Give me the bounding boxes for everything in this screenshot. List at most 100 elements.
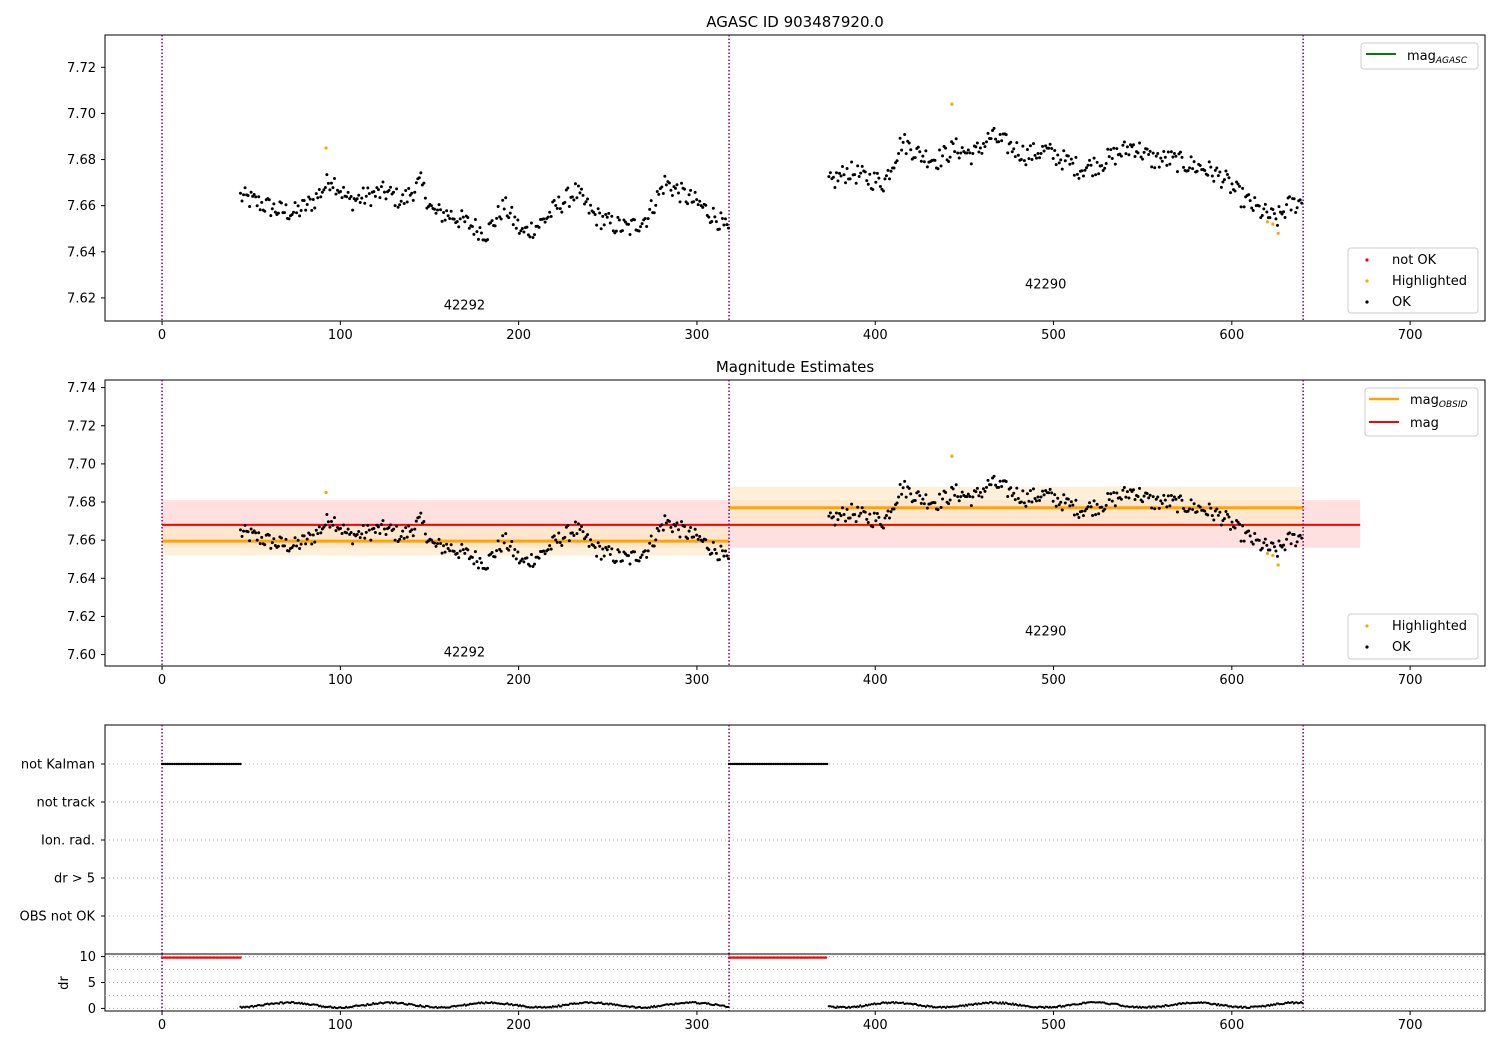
dr-point (1148, 1005, 1151, 1008)
middle-ok-point (854, 520, 858, 524)
dr-point (516, 1003, 519, 1006)
middle-ok-point (998, 479, 1002, 483)
top-ok-point (881, 189, 885, 193)
middle-ok-point (1241, 524, 1245, 528)
top-ok-point (1095, 160, 1099, 164)
middle-ok-point (1050, 491, 1054, 495)
top-ok-point (628, 232, 632, 236)
dr-point (963, 1005, 966, 1008)
top-ok-point (898, 136, 902, 140)
middle-ok-point (1162, 493, 1166, 497)
top-ok-point (1054, 163, 1058, 167)
top-ok-point (443, 218, 447, 222)
top-ok-point (1030, 158, 1034, 162)
top-ok-point (467, 226, 471, 230)
top-ok-point (332, 176, 336, 180)
middle-ok-point (1062, 493, 1066, 497)
middle-y-tick-label: 7.60 (67, 648, 96, 663)
middle-ok-point (1145, 491, 1149, 495)
top-ok-point (860, 164, 864, 168)
middle-ok-point (1219, 523, 1223, 527)
middle-ok-point (508, 544, 512, 548)
flags-flag-point (777, 762, 781, 766)
middle-ok-point (1225, 512, 1229, 516)
dr-panel: dr 0 5 10 0 100 200 300 400 500 600 700 (57, 950, 1486, 1033)
top-legend-upper: magAGASC (1360, 42, 1479, 70)
middle-ok-point (1271, 541, 1275, 545)
middle-ok-point (907, 486, 911, 490)
top-ok-point (364, 194, 368, 198)
middle-ok-point (683, 524, 687, 528)
middle-ok-point (1077, 516, 1081, 520)
middle-ok-point (257, 531, 261, 535)
middle-ok-point (595, 554, 599, 558)
middle-ok-point (1228, 527, 1232, 531)
flags-flag-point (205, 762, 208, 766)
flags-flag-point (808, 762, 811, 766)
top-ok-point (302, 199, 306, 203)
dr-saturated-point (824, 956, 828, 959)
top-ok-point (445, 209, 449, 213)
middle-ok-point (360, 532, 364, 536)
middle-ok-point (837, 512, 841, 516)
middle-ok-point (675, 521, 679, 525)
flags-flag-point (727, 762, 731, 766)
top-ok-point (657, 192, 661, 196)
top-ok-point (522, 230, 526, 234)
middle-ok-point (848, 516, 852, 520)
middle-ok-point (602, 554, 606, 558)
middle-ok-point (601, 547, 605, 551)
middle-highlighted-point (1265, 551, 1270, 556)
flags-flag-point (180, 762, 183, 766)
top-ok-point (475, 230, 479, 234)
middle-ok-point (314, 528, 318, 532)
middle-ok-point (1150, 506, 1154, 510)
top-ok-point (1236, 182, 1240, 186)
top-ok-point (579, 187, 583, 191)
middle-ok-point (308, 533, 312, 537)
dr-point (1217, 1002, 1220, 1006)
top-ok-point (1080, 169, 1084, 173)
top-ok-point (1178, 150, 1182, 154)
middle-ok-point (1178, 494, 1182, 498)
dr-point (966, 1004, 969, 1007)
flags-flag-point (797, 762, 800, 766)
top-ok-point (248, 204, 252, 208)
middle-ok-point (710, 551, 714, 555)
middle-ok-point (871, 525, 875, 529)
middle-ok-point (850, 502, 854, 506)
top-legend-lower-box (1347, 247, 1479, 314)
top-ok-point (1025, 148, 1029, 152)
flags-flag-point (799, 762, 802, 766)
top-ok-point (977, 150, 981, 154)
middle-ok-point (239, 528, 243, 532)
middle-ok-point (520, 557, 524, 561)
middle-ok-point (531, 564, 535, 568)
flags-flag-point (173, 762, 176, 766)
middle-ok-point (1127, 496, 1131, 500)
top-ok-point (1288, 195, 1292, 199)
flags-flag-point (223, 762, 226, 766)
top-ok-point (1275, 223, 1279, 227)
top-ok-point (1224, 169, 1228, 173)
middle-ok-point (572, 534, 576, 538)
dr-y-tick-label: 5 (88, 976, 96, 991)
middle-obsid-labels: 42292 42290 (444, 624, 1067, 660)
middle-ok-point (246, 530, 250, 534)
middle-ok-point (992, 474, 996, 478)
top-ok-point (407, 187, 411, 191)
middle-ok-point (637, 559, 641, 563)
middle-ok-point (614, 559, 618, 563)
top-ok-point (916, 145, 920, 149)
middle-ok-point (1106, 492, 1110, 496)
dr-point (557, 1004, 560, 1007)
top-ok-point (863, 170, 867, 174)
top-ok-point (243, 186, 247, 190)
top-ok-point (1239, 205, 1243, 209)
top-ok-point (924, 149, 928, 153)
middle-ok-point (502, 541, 506, 545)
top-ok-point (292, 210, 296, 214)
middle-y-tick-label: 7.70 (67, 457, 96, 472)
top-ok-point (1156, 152, 1160, 156)
top-ok-point (1042, 149, 1046, 153)
